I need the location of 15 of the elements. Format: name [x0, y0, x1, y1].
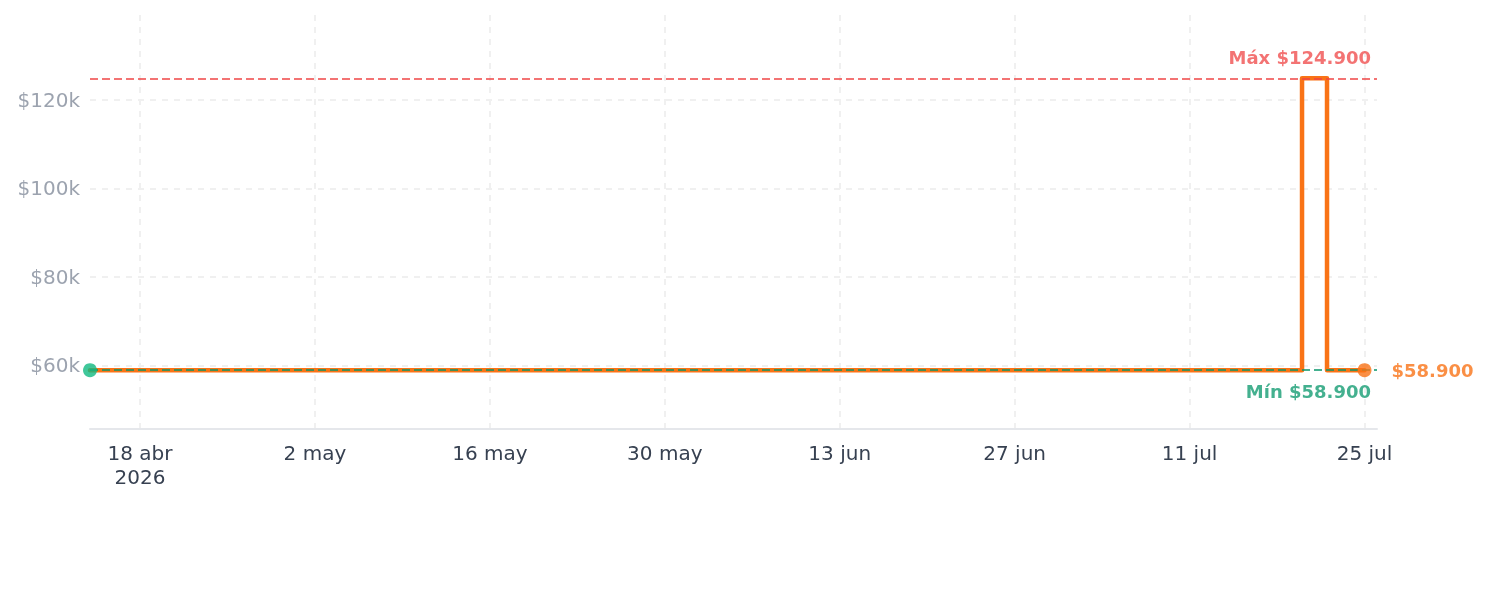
y-tick-label: $60k [30, 353, 81, 378]
x-tick-label: 25 jul [1336, 441, 1393, 465]
y-tick-label: $80k [30, 264, 81, 289]
y-tick-label: $120k [17, 87, 81, 112]
x-tick-label: 2 may [283, 441, 347, 465]
y-tick-label: $100k [17, 176, 81, 201]
data-label: $58.900 [1391, 359, 1474, 381]
x-tick-label: 13 jun [808, 441, 872, 465]
x-tick-label: 16 may [452, 441, 528, 465]
x-tick-label: 11 jul [1161, 441, 1218, 465]
ref-line-label: Máx $124.900 [1228, 46, 1371, 68]
ref-line-label: Mín $58.900 [1245, 380, 1371, 402]
x-tick-label: 30 may [627, 441, 703, 465]
x-tick-label: 27 jun [983, 441, 1046, 465]
x-tick-label: 18 abr 2026 [107, 441, 174, 489]
